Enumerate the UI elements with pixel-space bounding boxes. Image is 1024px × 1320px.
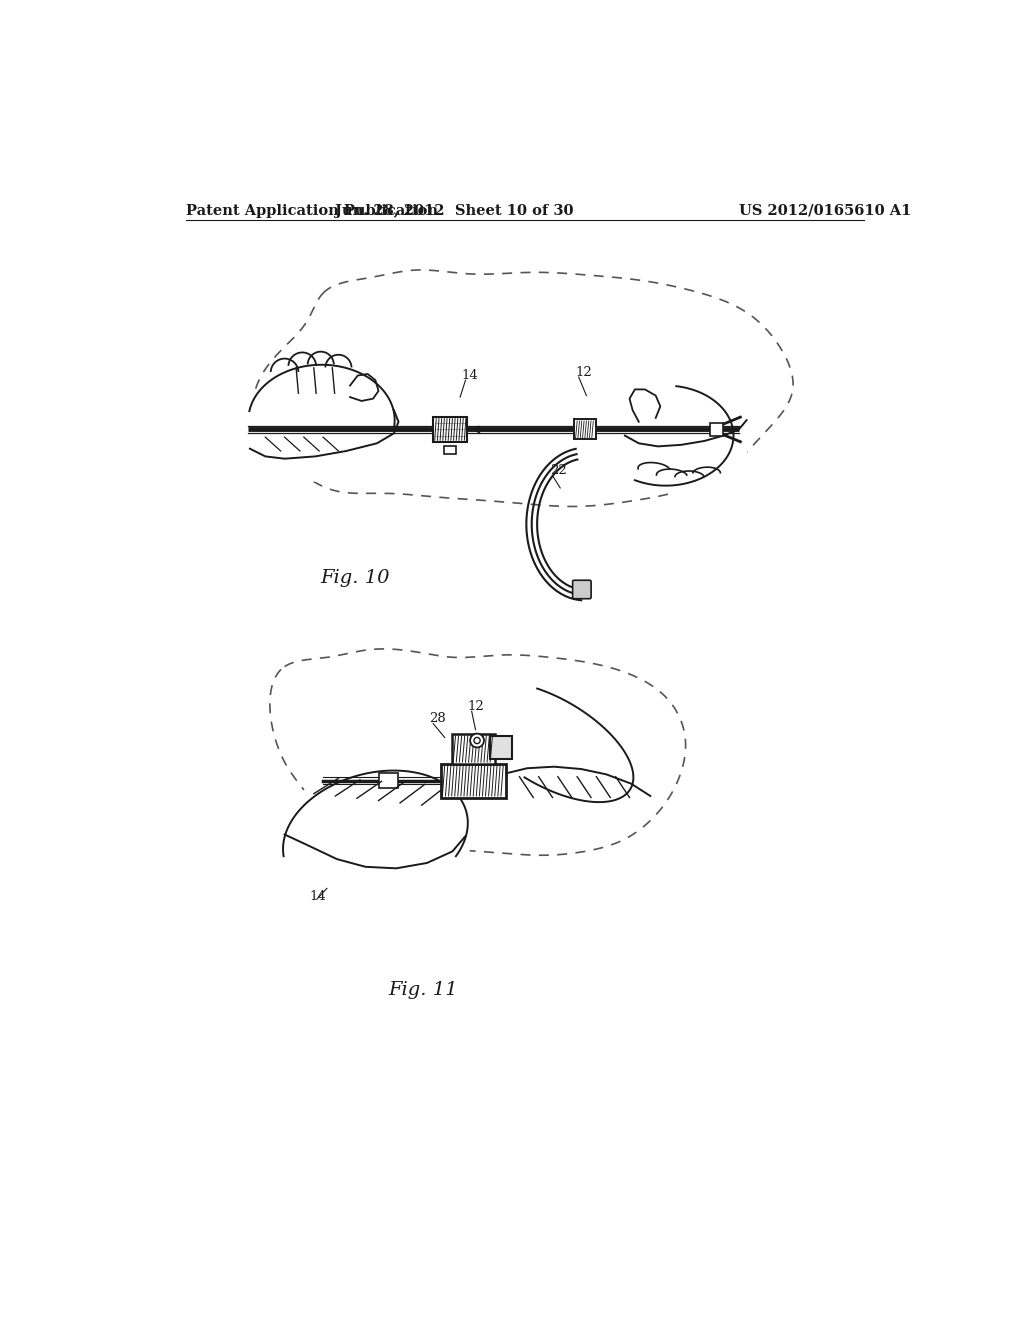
Text: Fig. 10: Fig. 10 <box>321 569 390 587</box>
Ellipse shape <box>245 354 410 482</box>
Bar <box>441 763 506 797</box>
Text: 28: 28 <box>429 713 446 726</box>
Text: Fig. 11: Fig. 11 <box>388 981 458 999</box>
Bar <box>444 446 457 454</box>
Text: Jun. 28, 2012  Sheet 10 of 30: Jun. 28, 2012 Sheet 10 of 30 <box>335 203 573 218</box>
Text: 12: 12 <box>468 700 484 713</box>
Bar <box>452 734 495 763</box>
Ellipse shape <box>470 668 662 816</box>
Bar <box>379 774 397 788</box>
FancyBboxPatch shape <box>572 581 591 599</box>
Text: 12: 12 <box>575 366 592 379</box>
Ellipse shape <box>597 374 751 494</box>
Bar <box>574 420 596 440</box>
Text: 14: 14 <box>462 370 478 381</box>
Bar <box>490 737 512 759</box>
Text: US 2012/0165610 A1: US 2012/0165610 A1 <box>739 203 911 218</box>
Text: 22: 22 <box>550 463 567 477</box>
Text: 14: 14 <box>309 890 326 903</box>
Bar <box>433 417 467 442</box>
Text: Patent Application Publication: Patent Application Publication <box>186 203 438 218</box>
Bar <box>710 422 724 437</box>
Circle shape <box>470 734 484 747</box>
Ellipse shape <box>276 760 474 912</box>
